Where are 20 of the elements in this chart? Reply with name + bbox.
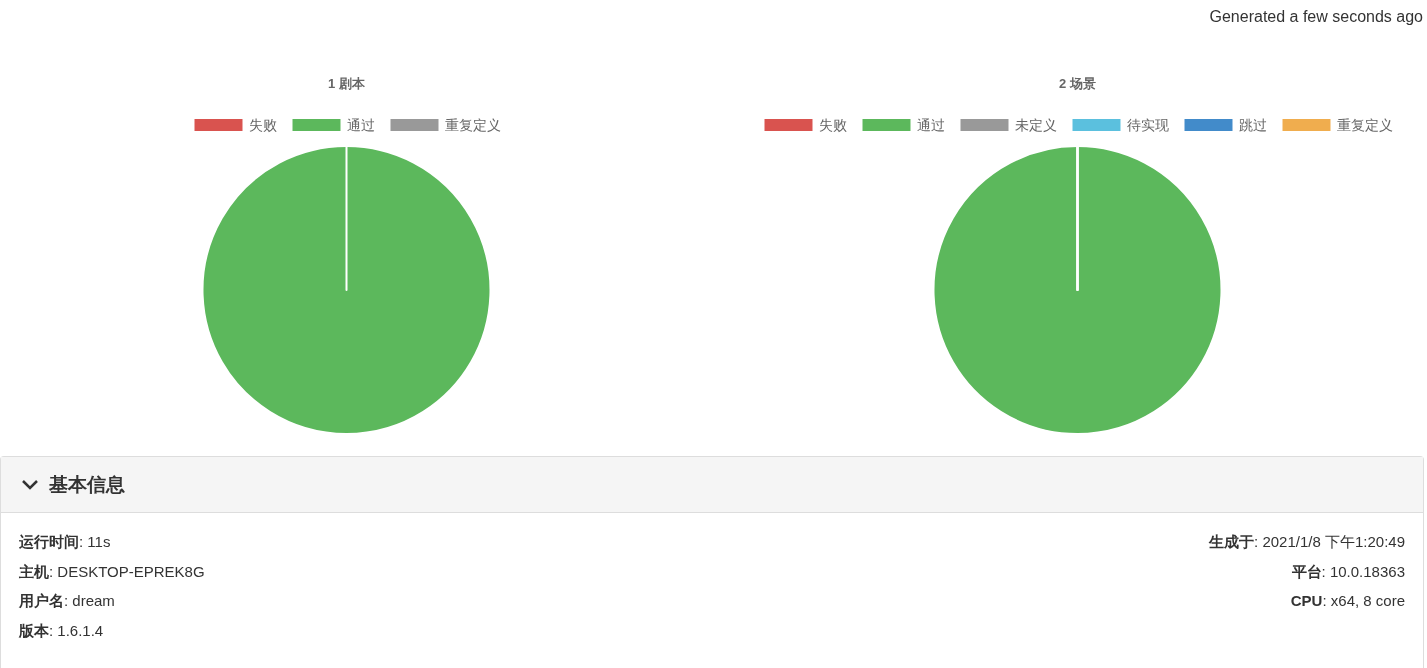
text: Generated a few seconds ago bbox=[1209, 8, 1423, 26]
chart-title: 1 剧本 bbox=[328, 76, 366, 91]
legend-label: 失败 bbox=[818, 117, 847, 133]
legend-label: 重复定义 bbox=[1336, 117, 1393, 133]
legend-label: 跳过 bbox=[1238, 117, 1267, 133]
legend-label: 通过 bbox=[916, 117, 945, 133]
text: 版本: 1.6.1.4 bbox=[19, 621, 105, 641]
text: 主机: DESKTOP-EPREK8G bbox=[19, 562, 205, 582]
legend-label: 待实现 bbox=[1126, 117, 1169, 133]
legend-label: 失败 bbox=[248, 117, 277, 133]
text: 生成于: 2021/1/8 下午1:20:49 bbox=[1209, 533, 1405, 552]
text: CPU: x64, 8 core bbox=[1289, 592, 1405, 611]
text: 平台: 10.0.18363 bbox=[1290, 562, 1405, 582]
chart-title: 2 场景 bbox=[1059, 76, 1096, 91]
text: 基本信息 bbox=[49, 472, 125, 497]
legend-label: 重复定义 bbox=[444, 117, 501, 133]
text: 运行时间: 11s bbox=[19, 533, 112, 552]
legend-label: 通过 bbox=[346, 117, 375, 133]
legend-label: 未定义 bbox=[1014, 117, 1057, 133]
text: 用户名: dream bbox=[19, 592, 116, 611]
